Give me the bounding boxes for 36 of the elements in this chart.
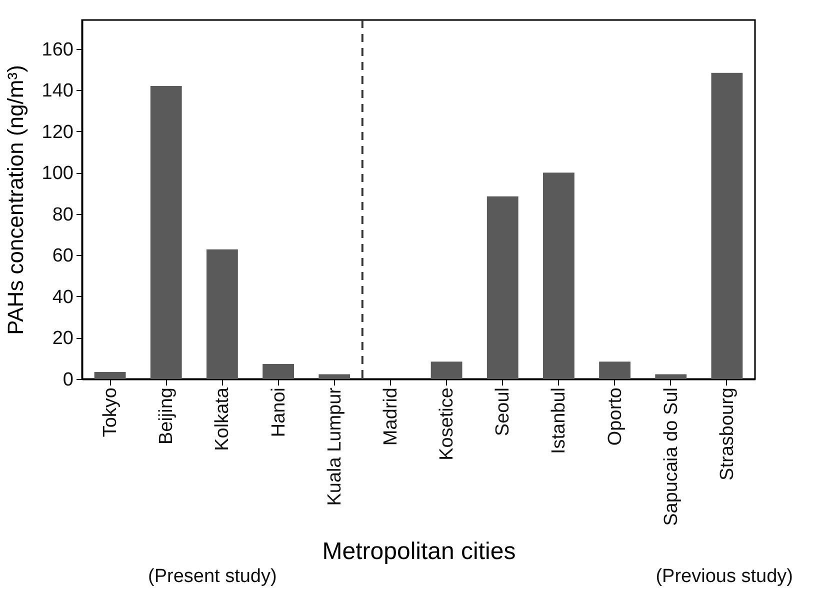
bar	[262, 364, 294, 379]
x-tick-label: Oporto	[604, 388, 626, 446]
y-tick-label: 60	[52, 246, 74, 267]
bar	[430, 362, 462, 379]
y-tick-label: 140	[42, 80, 74, 102]
bar	[655, 374, 687, 379]
y-tick-label: 20	[52, 328, 74, 350]
x-tick-label: Hanoi	[268, 388, 290, 438]
bar	[486, 196, 518, 379]
x-axis-title: Metropolitan cities	[322, 538, 516, 565]
text: (Present study)	[148, 566, 277, 588]
x-tick-label: Seoul	[492, 388, 514, 436]
x-tick-label: Beijing	[156, 388, 178, 445]
x-tick-label: Kolkata	[212, 387, 234, 451]
y-tick-label: 100	[42, 163, 74, 184]
y-tick-label: 0	[62, 370, 74, 390]
x-tick-label: Kuala Lumpur	[324, 386, 346, 506]
bar	[711, 72, 743, 379]
x-tick-label: Madrid	[380, 388, 402, 446]
y-tick-label: 80	[52, 204, 74, 226]
bar	[543, 172, 574, 379]
y-tick-label: 120	[42, 122, 74, 143]
bar	[206, 249, 238, 379]
y-tick-label: 40	[52, 286, 74, 308]
y-axis-title: PAHs concentration (ng/m³)	[2, 65, 28, 335]
bar	[318, 374, 350, 379]
text: (Previous study)	[656, 566, 793, 588]
y-tick-label: 160	[42, 39, 74, 60]
bar	[94, 372, 126, 379]
x-tick-label: Strasbourg	[716, 388, 738, 480]
bar	[599, 362, 630, 379]
bar	[150, 86, 182, 379]
x-tick-label: Kosetice	[436, 388, 458, 460]
x-tick-label: Istanbul	[548, 388, 570, 454]
x-tick-label: Tokyo	[100, 388, 122, 438]
x-tick-label: Sapucaia do Sul	[660, 388, 682, 526]
